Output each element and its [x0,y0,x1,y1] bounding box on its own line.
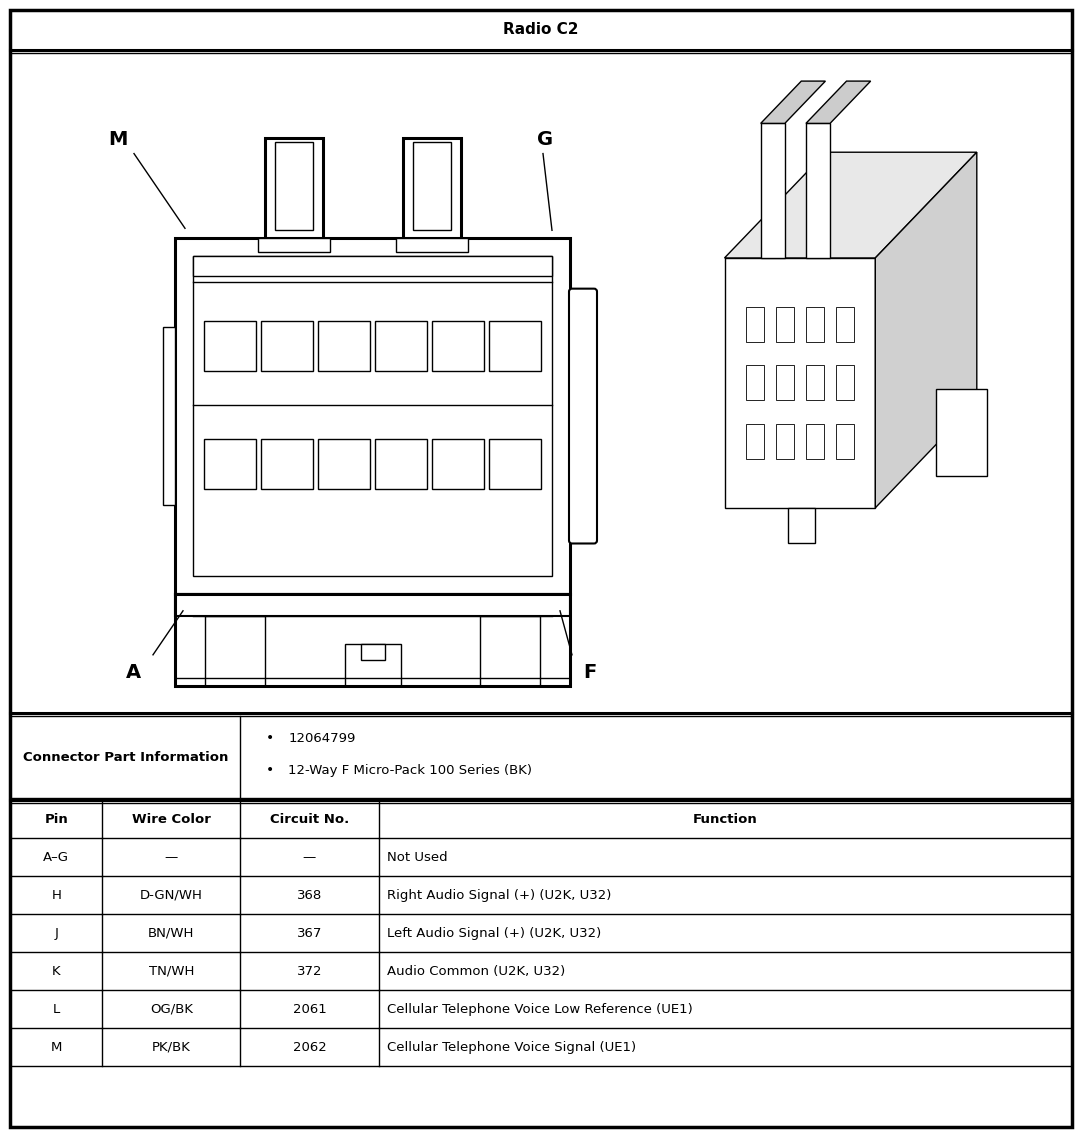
Text: K: K [52,965,61,978]
Text: PK/BK: PK/BK [151,1040,190,1054]
Bar [375,439,427,489]
Polygon shape [725,152,977,258]
Bar [203,439,255,489]
Text: A–G: A–G [43,850,69,864]
Bar [489,321,541,371]
Bar [344,644,400,686]
Text: F: F [583,663,596,682]
Text: BN/WH: BN/WH [148,927,195,940]
Bar [175,239,570,594]
Bar [936,389,987,476]
Text: A: A [126,663,141,682]
Text: D-GN/WH: D-GN/WH [140,889,202,902]
Bar [360,644,384,659]
Bar [193,256,552,575]
Text: •: • [266,731,275,746]
Text: L: L [53,1003,60,1015]
Bar [776,365,794,400]
Text: Right Audio Signal (+) (U2K, U32): Right Audio Signal (+) (U2K, U32) [386,889,611,902]
Bar [776,424,794,458]
Text: Cellular Telephone Voice Low Reference (UE1): Cellular Telephone Voice Low Reference (… [386,1003,692,1015]
Text: Radio C2: Radio C2 [503,23,579,38]
Bar [480,616,540,686]
Bar [204,616,265,686]
Bar [193,256,552,276]
Text: OG/BK: OG/BK [150,1003,193,1015]
Text: •: • [266,763,275,778]
Text: TN/WH: TN/WH [148,965,194,978]
Text: 12-Way F Micro-Pack 100 Series (BK): 12-Way F Micro-Pack 100 Series (BK) [289,764,532,777]
Bar [261,439,313,489]
Bar [261,321,313,371]
Text: Left Audio Signal (+) (U2K, U32): Left Audio Signal (+) (U2K, U32) [386,927,601,940]
Bar [203,321,255,371]
Text: Function: Function [692,813,757,825]
Bar [836,365,854,400]
Bar [806,307,824,342]
Text: G: G [537,130,553,149]
Text: Audio Common (U2K, U32): Audio Common (U2K, U32) [386,965,565,978]
Bar [806,124,830,258]
Text: Cellular Telephone Voice Signal (UE1): Cellular Telephone Voice Signal (UE1) [386,1040,635,1054]
FancyBboxPatch shape [569,289,597,543]
Bar [570,327,585,505]
Bar [412,142,451,231]
Text: —: — [303,850,316,864]
Bar [806,424,824,458]
Text: 367: 367 [296,927,322,940]
Text: 368: 368 [296,889,322,902]
Text: Not Used: Not Used [386,850,447,864]
Text: 372: 372 [296,965,322,978]
Bar [836,424,854,458]
Bar [836,307,854,342]
Bar [806,365,824,400]
Bar [432,439,485,489]
Bar [264,139,322,239]
Bar [163,327,175,505]
Text: M: M [51,1040,62,1054]
Bar [403,139,461,239]
Text: Pin: Pin [44,813,68,825]
Text: Connector Part Information: Connector Part Information [23,750,228,764]
Text: Circuit No.: Circuit No. [269,813,349,825]
Text: 12064799: 12064799 [289,732,356,745]
Polygon shape [806,81,871,124]
Bar [275,142,313,231]
Bar [745,307,764,342]
Bar [375,321,427,371]
Polygon shape [875,152,977,508]
Bar [761,124,784,258]
Text: J: J [54,927,58,940]
Bar [396,239,467,252]
Text: M: M [108,130,128,149]
Polygon shape [761,81,826,124]
Bar [258,239,330,252]
Bar [318,439,370,489]
Bar [175,594,570,616]
Bar [788,508,815,542]
Text: Wire Color: Wire Color [132,813,211,825]
Bar [175,594,570,686]
Bar [432,321,485,371]
Bar [489,439,541,489]
Text: H: H [51,889,62,902]
Polygon shape [725,258,875,508]
Bar [745,365,764,400]
Text: 2061: 2061 [292,1003,327,1015]
Bar [318,321,370,371]
Bar [745,424,764,458]
Text: 2062: 2062 [292,1040,327,1054]
Bar [776,307,794,342]
Text: —: — [164,850,179,864]
